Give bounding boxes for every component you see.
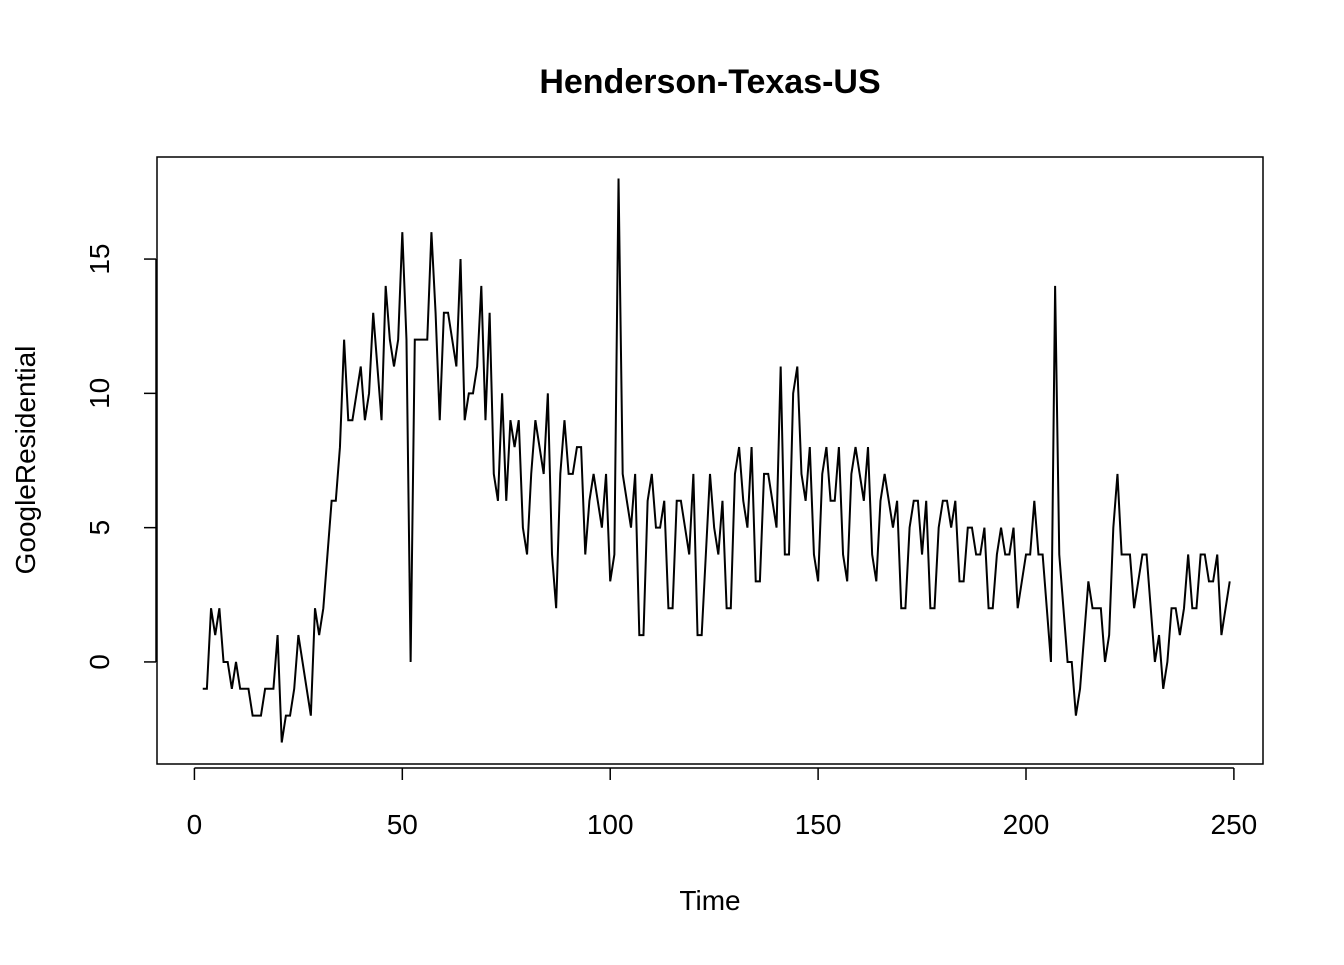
y-axis: 0 5 10 15: [84, 243, 157, 670]
y-tick-label: 0: [84, 654, 115, 670]
x-tick-label: 250: [1211, 809, 1258, 840]
x-tick-label: 50: [387, 809, 418, 840]
x-axis: 0 50 100 150 200 250: [187, 767, 1258, 840]
y-tick-label: 15: [84, 243, 115, 274]
x-tick-label: 200: [1003, 809, 1050, 840]
y-tick-label: 5: [84, 520, 115, 536]
series-layer: [202, 178, 1231, 743]
x-tick-label: 0: [187, 809, 203, 840]
x-axis-label: Time: [679, 885, 740, 916]
series-line: [202, 178, 1231, 743]
y-axis-label: GoogleResidential: [10, 346, 41, 575]
plot-frame: [156, 156, 1264, 765]
chart-title: Henderson-Texas-US: [539, 63, 880, 101]
x-tick-label: 100: [587, 809, 634, 840]
y-tick-label: 10: [84, 378, 115, 409]
x-tick-label: 150: [795, 809, 842, 840]
